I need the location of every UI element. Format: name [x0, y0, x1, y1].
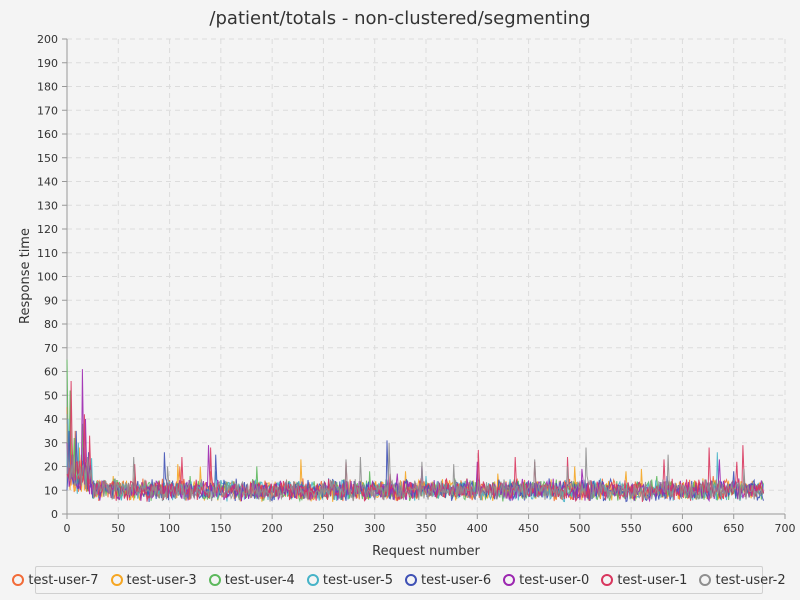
x-tick-label: 350: [416, 522, 437, 535]
chart-title: /patient/totals - non-clustered/segmenti…: [209, 8, 590, 29]
legend-item[interactable]: test-user-5: [306, 572, 393, 588]
y-tick-label: 80: [44, 318, 58, 331]
legend-swatch-icon: [12, 574, 25, 586]
y-tick-label: 100: [37, 271, 58, 284]
legend-label: test-user-2: [715, 572, 786, 588]
y-tick-label: 10: [44, 484, 58, 497]
legend-swatch-icon: [306, 574, 319, 586]
legend-item[interactable]: test-user-0: [503, 573, 589, 588]
legend-label: test-user-4: [224, 572, 295, 588]
x-axis-title: Request number: [372, 544, 480, 559]
grid: [67, 38, 786, 514]
y-tick-label: 160: [37, 128, 58, 141]
legend-item[interactable]: test-user-2: [699, 572, 786, 588]
legend-label: test-user-5: [322, 572, 393, 588]
y-tick-label: 90: [44, 294, 58, 307]
legend-label: test-user-3: [126, 572, 197, 588]
x-tick-label: 500: [569, 522, 590, 535]
legend-item[interactable]: test-user-6: [405, 573, 491, 588]
legend-item[interactable]: test-user-3: [110, 572, 197, 588]
x-tick-label: 400: [467, 522, 488, 535]
x-tick-label: 300: [364, 522, 385, 535]
legend-item[interactable]: test-user-7: [12, 572, 99, 588]
x-tick-label: 100: [159, 522, 180, 535]
y-axis-title: Response time: [18, 228, 33, 324]
x-tick-label: 200: [262, 522, 283, 535]
x-tick-label: 550: [621, 522, 642, 535]
legend-label: test-user-6: [421, 572, 492, 588]
x-tick-label: 250: [313, 522, 334, 535]
legend-swatch-icon: [503, 574, 516, 586]
x-tick-label: 0: [64, 522, 71, 535]
legend-label: test-user-0: [519, 572, 590, 588]
y-tick-label: 150: [37, 152, 58, 165]
y-tick-label: 40: [44, 413, 58, 426]
y-tick-label: 20: [44, 461, 58, 474]
y-tick-label: 50: [44, 389, 58, 402]
legend-swatch-icon: [110, 574, 123, 586]
y-tick-label: 180: [37, 81, 58, 94]
x-tick-label: 600: [672, 522, 693, 535]
y-tick-label: 190: [37, 57, 58, 70]
y-tick-label: 140: [37, 176, 58, 189]
axes: 0 10 20 30 40 50 60 70 80 90 100 110 120 130 140 150 160…: [37, 33, 796, 535]
y-tick-label: 130: [37, 199, 58, 212]
x-tick-label: 450: [518, 522, 539, 535]
x-tick-label: 50: [111, 522, 125, 535]
legend-label: test-user-1: [617, 572, 688, 588]
y-tick-label: 60: [44, 366, 58, 379]
x-tick-label: 650: [723, 522, 744, 535]
y-tick-label: 0: [51, 508, 58, 521]
legend: test-user-7 test-user-3 test-user-4 test-us…: [12, 566, 786, 594]
legend-label: test-user-7: [28, 572, 99, 588]
y-tick-label: 70: [44, 342, 58, 355]
y-tick-label: 120: [37, 223, 58, 236]
legend-swatch-icon: [405, 574, 417, 586]
series-line-test-user-4: [66, 359, 764, 503]
x-tick-label: 700: [775, 522, 796, 535]
y-tick-label: 30: [44, 437, 58, 450]
y-tick-label: 110: [37, 247, 58, 260]
series-group: [66, 359, 764, 503]
legend-swatch-icon: [601, 574, 614, 586]
x-tick-label: 150: [210, 522, 231, 535]
legend-swatch-icon: [208, 574, 221, 586]
legend-item[interactable]: test-user-4: [208, 572, 295, 588]
legend-swatch-icon: [699, 574, 712, 586]
y-tick-label: 170: [37, 104, 58, 117]
y-tick-label: 200: [37, 33, 58, 46]
legend-item[interactable]: test-user-1: [601, 573, 687, 588]
series-line-test-user-2: [66, 414, 764, 502]
